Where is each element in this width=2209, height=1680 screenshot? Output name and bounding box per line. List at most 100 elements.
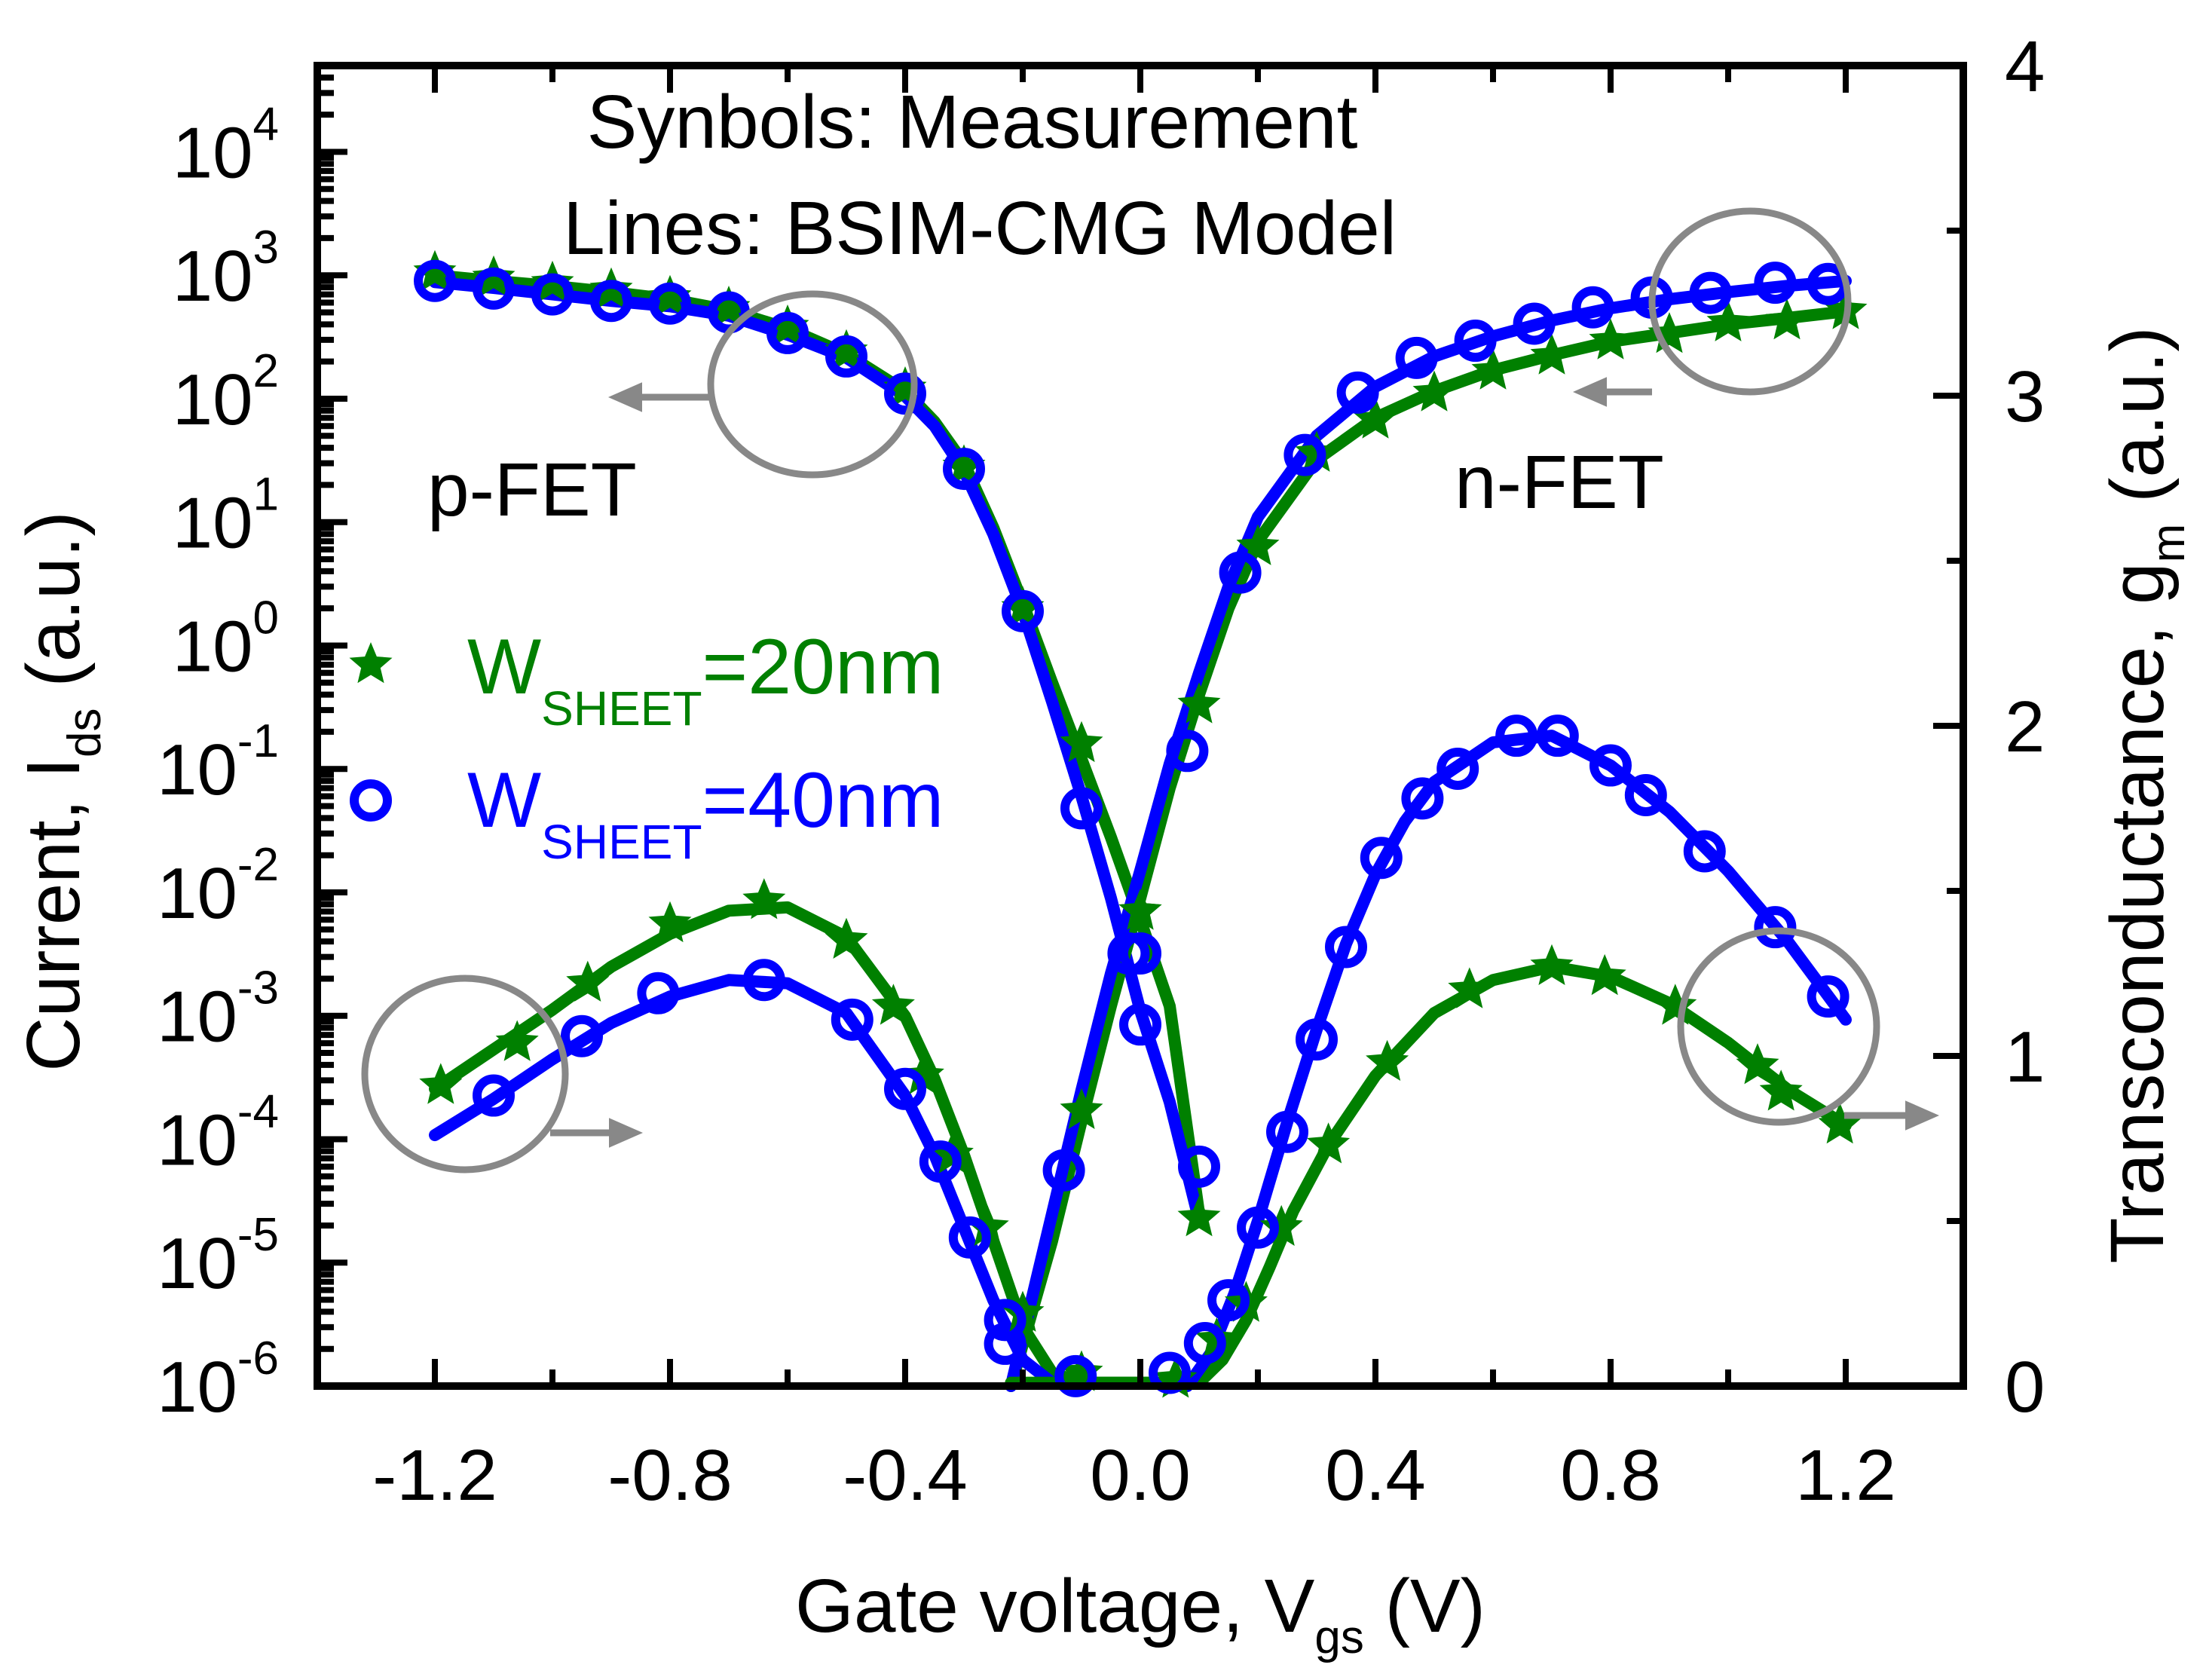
data-point-13-8 — [1401, 777, 1444, 820]
pfet-label: p-FET — [427, 448, 637, 532]
data-point-9-2 — [637, 972, 680, 1014]
data-point-8-4 — [742, 878, 786, 920]
data-point-1-9 — [943, 448, 985, 491]
data-point-1-3 — [590, 280, 632, 323]
data-point-1-6 — [766, 311, 809, 354]
data-point-13-16 — [1807, 975, 1850, 1018]
series-line-7 — [1005, 274, 1852, 1392]
data-point-13-15 — [1754, 906, 1797, 949]
data-point-13-1 — [1183, 1322, 1226, 1365]
data-point-9-7 — [948, 1216, 991, 1259]
y-left-tick-labels: 10-6 10-5 10-4 10-3 10-2 10-1 100 101 102 103 104 — [157, 98, 279, 1428]
data-point-9-4 — [831, 998, 874, 1041]
data-point-1-10 — [1002, 589, 1044, 632]
y-left-axis-title: Current, Ids (a.u.) — [11, 511, 111, 1071]
data-point-9-3 — [742, 959, 785, 1002]
data-point-13-3 — [1237, 1206, 1279, 1249]
data-point-4-12 — [1765, 298, 1809, 340]
data-point-4-11 — [1706, 300, 1750, 341]
y-left-tick-label: 10-1 — [157, 715, 279, 810]
y-left-tick-label: 10-2 — [157, 839, 279, 934]
data-point-1-2 — [531, 273, 574, 316]
data-point-5-10 — [1571, 286, 1614, 329]
y-right-tick-label: 2 — [2005, 687, 2045, 767]
legend-item-w20: WSHEET=20nm — [349, 623, 944, 736]
data-point-12-11 — [1759, 1070, 1803, 1111]
data-point-0-7 — [825, 329, 868, 370]
y-right-tick-label: 0 — [2005, 1347, 2045, 1428]
data-point-9-9 — [1054, 1354, 1097, 1397]
x-tick-label: 0.4 — [1325, 1435, 1425, 1516]
series-line-10 — [429, 901, 1176, 1389]
data-point-0-5 — [707, 286, 751, 327]
data-point-1-1 — [473, 267, 515, 310]
x-tick-label: -1.2 — [372, 1435, 497, 1516]
legend-label-w20: WSHEET=20nm — [467, 623, 944, 736]
legend-star-icon — [349, 642, 393, 684]
y-left-tick-label: 103 — [173, 222, 279, 317]
data-point-4-0 — [1060, 1088, 1103, 1129]
data-point-12-6 — [1448, 967, 1492, 1008]
data-point-9-1 — [561, 1014, 603, 1057]
x-tick-labels: -1.2 -0.8 -0.4 0.0 0.4 0.8 1.2 — [372, 1435, 1895, 1516]
data-point-8-1 — [495, 1020, 539, 1061]
data-point-4-5 — [1354, 397, 1397, 439]
data-point-5-4 — [1219, 551, 1262, 594]
data-point-8-0 — [419, 1063, 463, 1104]
y-left-tick-label: 102 — [173, 345, 279, 440]
y-left-tick-label: 10-5 — [157, 1209, 279, 1304]
data-point-9-5 — [884, 1067, 926, 1110]
y-left-tick-label: 101 — [173, 469, 279, 564]
data-point-12-9 — [1654, 984, 1697, 1025]
data-point-13-7 — [1360, 837, 1403, 880]
data-point-4-6 — [1412, 370, 1456, 412]
data-point-13-5 — [1296, 1018, 1338, 1061]
data-point-9-0 — [473, 1074, 515, 1117]
data-point-1-8 — [884, 372, 926, 415]
y-right-axis-title: Transconductance, gm (a.u.) — [2095, 326, 2195, 1263]
data-point-1-14 — [1178, 1145, 1220, 1188]
data-point-13-2 — [1207, 1279, 1250, 1322]
legend-item-w40: WSHEET=40nm — [350, 757, 944, 869]
data-point-4-9 — [1589, 318, 1632, 360]
data-point-4-1 — [1118, 889, 1162, 930]
data-point-8-2 — [566, 960, 610, 1002]
data-point-5-6 — [1336, 371, 1379, 414]
nfet-current-callout-circle — [1648, 207, 1852, 396]
data-point-5-8 — [1454, 320, 1497, 363]
x-tick-label: 1.2 — [1795, 1435, 1895, 1516]
data-point-1-13 — [1119, 1003, 1161, 1046]
data-point-13-4 — [1266, 1110, 1308, 1153]
y-left-tick-label: 10-3 — [157, 962, 279, 1057]
series-line-14 — [1005, 960, 1852, 1389]
nfet-gm-callout-circle — [1677, 927, 1880, 1126]
data-point-5-0 — [984, 1322, 1026, 1365]
data-point-1-0 — [414, 259, 456, 302]
data-point-13-13 — [1624, 773, 1667, 816]
x-tick-label: -0.4 — [843, 1435, 967, 1516]
data-point-13-10 — [1495, 715, 1538, 757]
y-left-tick-label: 100 — [173, 592, 279, 687]
data-point-8-3 — [648, 901, 692, 943]
y-right-tick-labels: 0 1 2 3 4 — [2005, 26, 2045, 1428]
data-point-4-8 — [1530, 333, 1574, 375]
data-point-12-5 — [1366, 1039, 1409, 1081]
data-point-0-6 — [766, 304, 809, 346]
y-left-tick-label: 10-4 — [157, 1085, 279, 1180]
legend-circle-marker — [350, 779, 392, 822]
data-point-4-10 — [1648, 312, 1691, 353]
data-point-4-2 — [1177, 682, 1221, 724]
data-point-13-6 — [1325, 926, 1367, 969]
data-point-0-4 — [648, 274, 692, 316]
data-point-8-7 — [901, 1053, 944, 1094]
data-point-13-11 — [1536, 715, 1579, 757]
data-point-1-7 — [825, 335, 867, 378]
data-point-1-4 — [649, 282, 691, 325]
y-right-tick-label: 3 — [2005, 357, 2045, 437]
data-point-13-14 — [1683, 830, 1726, 873]
data-point-8-6 — [871, 984, 915, 1025]
data-point-13-9 — [1436, 747, 1479, 790]
data-point-5-12 — [1689, 271, 1732, 314]
y-right-tick-label: 4 — [2005, 26, 2045, 107]
